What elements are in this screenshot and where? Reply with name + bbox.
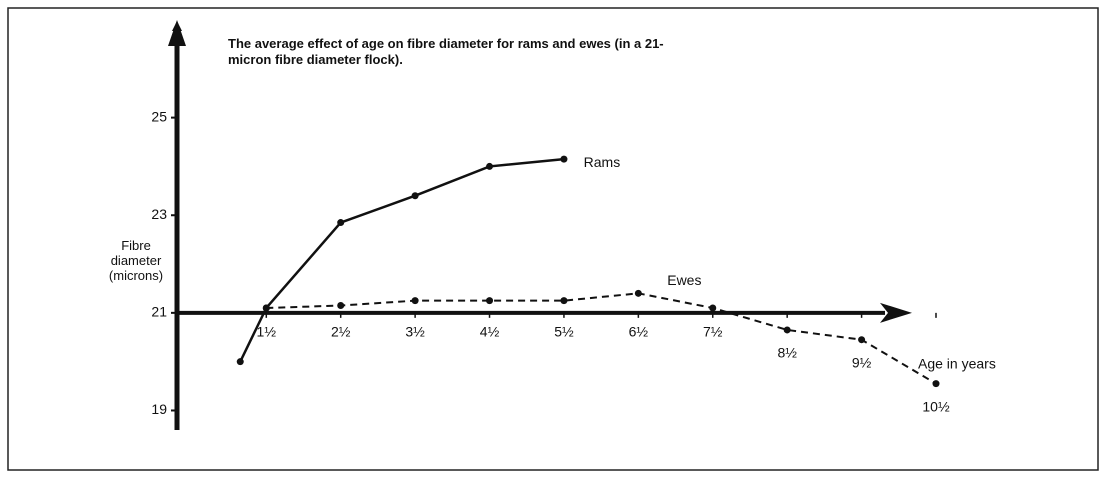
point [486, 297, 494, 305]
x-tick-label: 1½ [257, 324, 277, 340]
point [411, 192, 419, 200]
x-axis-arrow [880, 302, 912, 323]
point [634, 289, 642, 297]
x-tick-label: 8½ [777, 345, 797, 361]
point [858, 336, 866, 344]
x-tick-label: 6½ [629, 324, 649, 340]
point [560, 155, 568, 163]
x-tick-label: 10½ [922, 398, 950, 414]
point [337, 219, 345, 227]
x-axis-label: Age in years [918, 356, 996, 372]
point [262, 304, 270, 312]
point [709, 304, 717, 312]
y-axis-label: Fibre diameter (microns) [108, 238, 164, 283]
x-tick-label: 9½ [852, 354, 872, 370]
y-tick-label: 23 [151, 206, 167, 222]
x-tick-label: 7½ [703, 324, 723, 340]
series-label: Ewes [667, 272, 701, 288]
x-tick-label: 2½ [331, 324, 351, 340]
series-label: Rams [584, 154, 621, 170]
point [932, 380, 940, 388]
point [411, 297, 419, 305]
y-tick-label: 21 [151, 304, 167, 320]
y-tick-label: 25 [151, 108, 167, 124]
x-tick-label: 4½ [480, 324, 500, 340]
y-axis-arrow [168, 20, 186, 46]
series-line [266, 292, 937, 385]
point [236, 358, 244, 366]
y-tick-label: 19 [151, 401, 167, 417]
point [560, 297, 568, 305]
x-tick-label: 5½ [554, 324, 574, 340]
point [783, 326, 791, 334]
chart-title: The average effect of age on fibre diame… [228, 36, 664, 67]
point [486, 162, 494, 170]
point [337, 302, 345, 310]
frame [7, 7, 1099, 471]
series-line [239, 157, 565, 363]
x-tick-label: 3½ [405, 324, 425, 340]
